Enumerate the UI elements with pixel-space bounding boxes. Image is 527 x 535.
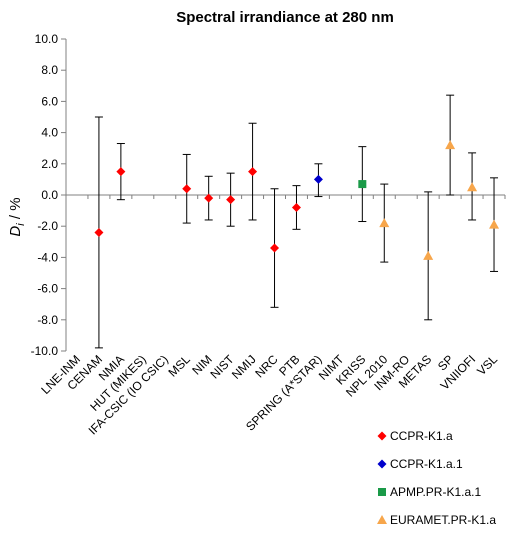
data-point-marker <box>226 195 236 205</box>
data-point-marker <box>291 202 301 212</box>
legend: CCPR-K1.a CCPR-K1.a.1 APMP.PR-K1.a.1 EURAME… <box>377 429 496 527</box>
category-label: VSL <box>474 352 500 378</box>
y-tick-label: 10.0 <box>35 32 59 46</box>
data-point-marker <box>116 167 126 177</box>
legend-label: CCPR-K1.a <box>390 429 453 443</box>
y-tick-label: -8.0 <box>37 313 58 327</box>
legend-marker <box>377 431 387 441</box>
data-point-marker <box>94 227 104 237</box>
data-point-marker <box>489 219 500 229</box>
data-point-marker <box>270 243 280 253</box>
axes: -10.0 -8.0 -6.0 -4.0 -2.0 0.0 2.0 4.0 6.0 8.0 10.0… <box>31 32 506 438</box>
data-point-marker <box>467 182 478 192</box>
y-tick-label: 0.0 <box>41 188 58 202</box>
data-point-marker <box>358 180 367 189</box>
legend-marker <box>377 515 387 524</box>
y-tick-label: 4.0 <box>41 126 58 140</box>
y-tick-label: -10.0 <box>31 344 59 358</box>
chart-title: Spectral irrandiance at 280 nm <box>176 9 394 26</box>
y-tick-label: -4.0 <box>37 250 58 264</box>
plot-marks <box>94 94 500 349</box>
legend-marker <box>378 488 386 496</box>
legend-label: APMP.PR-K1.a.1 <box>390 485 481 499</box>
data-point-marker <box>204 193 214 203</box>
y-tick-label: 6.0 <box>41 94 58 108</box>
category-label: MSL <box>165 352 193 380</box>
y-axis-label: Di / % <box>7 197 27 236</box>
data-point-marker <box>313 174 323 184</box>
legend-marker <box>377 459 387 469</box>
y-tick-label: 8.0 <box>41 63 58 77</box>
data-point-marker <box>248 167 258 177</box>
y-tick-label: -6.0 <box>37 282 58 296</box>
y-axis-label-symbol: D <box>7 226 24 237</box>
data-point-marker <box>182 184 192 194</box>
data-point-marker <box>379 218 390 228</box>
legend-label: EURAMET.PR-K1.a <box>390 513 496 527</box>
category-label: NMIJ <box>229 352 259 382</box>
y-axis-label-unit: / % <box>7 197 24 223</box>
data-point-marker <box>423 250 434 260</box>
y-tick-label: -2.0 <box>37 219 58 233</box>
y-tick-label: 2.0 <box>41 157 58 171</box>
category-label: NRC <box>252 352 281 381</box>
legend-label: CCPR-K1.a.1 <box>390 457 463 471</box>
y-axis-label-subscript: i <box>15 223 27 226</box>
data-point-marker <box>445 140 456 150</box>
